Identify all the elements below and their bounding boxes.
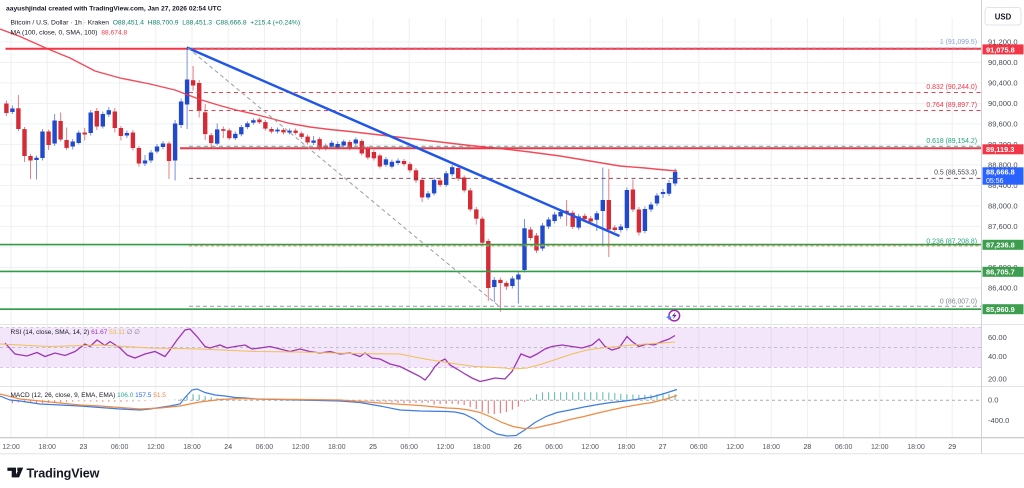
svg-text:60.00: 60.00 [988,333,1007,342]
svg-text:06:00: 06:00 [690,444,708,451]
svg-text:28: 28 [804,444,812,451]
svg-text:18:00: 18:00 [762,444,780,451]
svg-text:12:00: 12:00 [581,444,599,451]
svg-text:86,400.0: 86,400.0 [988,284,1018,293]
svg-text:0.5 (88,553.3): 0.5 (88,553.3) [934,169,977,176]
svg-text:USD: USD [995,12,1012,21]
svg-text:87,236.8: 87,236.8 [986,241,1015,250]
svg-text:RSI (14, close, SMA, 14, 2) 61: RSI (14, close, SMA, 14, 2) 61.67 53.11 … [11,329,141,336]
svg-text:MA (100, close, 0, SMA, 100): MA (100, close, 0, SMA, 100) 88,674.8 [11,29,128,36]
svg-text:0.0: 0.0 [988,395,998,404]
svg-text:88,800.0: 88,800.0 [988,161,1018,170]
svg-text:18:00: 18:00 [618,444,636,451]
svg-text:12:00: 12:00 [2,444,20,451]
svg-text:85,960.9: 85,960.9 [986,305,1015,314]
svg-text:0.618 (89,154.2): 0.618 (89,154.2) [926,138,977,145]
svg-text:40.00: 40.00 [988,352,1007,361]
svg-text:89,600.0: 89,600.0 [988,120,1018,129]
svg-text:20.00: 20.00 [988,375,1007,384]
svg-text:18:00: 18:00 [473,444,491,451]
svg-text:90,400.0: 90,400.0 [988,79,1018,88]
svg-text:18:00: 18:00 [328,444,346,451]
svg-text:0.832 (90,244.0): 0.832 (90,244.0) [926,84,977,91]
svg-text:12:00: 12:00 [871,444,889,451]
svg-text:88,666.8: 88,666.8 [986,168,1015,177]
svg-text:86,705.7: 86,705.7 [986,268,1015,277]
svg-text:06:00: 06:00 [400,444,418,451]
svg-text:89,119.3: 89,119.3 [986,145,1014,154]
svg-text:25: 25 [369,444,377,451]
svg-text:06:00: 06:00 [111,444,129,451]
svg-text:12:00: 12:00 [147,444,165,451]
svg-text:Bitcoin / U.S. Dollar · 1h · K: Bitcoin / U.S. Dollar · 1h · Kraken O88,… [11,20,301,27]
svg-text:90,800.0: 90,800.0 [988,58,1018,67]
svg-text:06:00: 06:00 [835,444,853,451]
svg-text:24: 24 [224,444,232,451]
svg-text:-400.0: -400.0 [988,416,1009,425]
svg-text:90,000.0: 90,000.0 [988,99,1018,108]
svg-text:06:00: 06:00 [545,444,563,451]
svg-text:88,400.0: 88,400.0 [988,181,1018,190]
svg-text:aayushjindal created with Trad: aayushjindal created with TradingView.co… [6,6,222,13]
svg-text:87,600.0: 87,600.0 [988,222,1018,231]
svg-text:TradingView: TradingView [27,467,100,481]
svg-text:18:00: 18:00 [183,444,201,451]
svg-text:1 (91,099.5): 1 (91,099.5) [940,39,977,46]
svg-text:0.236 (87,208.8): 0.236 (87,208.8) [926,238,977,245]
svg-text:05:56: 05:56 [986,178,1004,185]
svg-text:0.764 (89,897.7): 0.764 (89,897.7) [926,102,977,109]
svg-text:12:00: 12:00 [292,444,310,451]
svg-text:06:00: 06:00 [256,444,274,451]
svg-text:12:00: 12:00 [437,444,455,451]
svg-text:27: 27 [659,444,667,451]
svg-text:26: 26 [514,444,522,451]
svg-text:88,000.0: 88,000.0 [988,202,1018,211]
svg-text:29: 29 [948,444,956,451]
svg-text:18:00: 18:00 [38,444,56,451]
svg-text:0 (86,007.0): 0 (86,007.0) [940,299,977,306]
svg-text:91,075.8: 91,075.8 [986,45,1015,54]
svg-text:12:00: 12:00 [726,444,744,451]
svg-text:18:00: 18:00 [907,444,925,451]
svg-text:23: 23 [80,444,88,451]
svg-text:MACD (12, 26, close, 9, EMA, E: MACD (12, 26, close, 9, EMA, EMA) 106.0 … [11,392,167,399]
svg-text:91,200.0: 91,200.0 [988,38,1018,47]
